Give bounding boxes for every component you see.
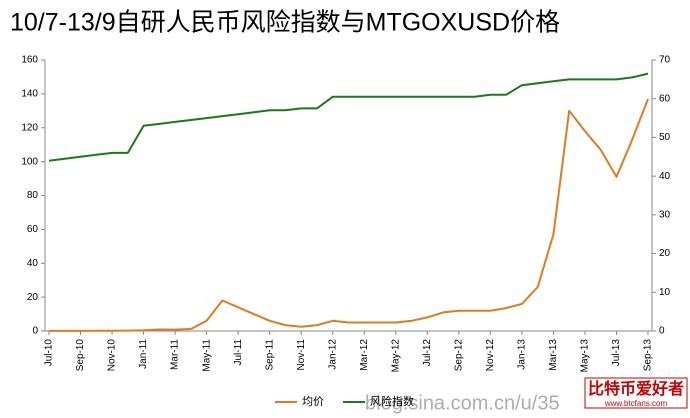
x-tick-label: May-12: [390, 339, 401, 373]
y-tick-label: 80: [27, 190, 39, 201]
x-tick-label: Sep-12: [453, 339, 464, 372]
series-line: [49, 98, 649, 332]
x-tick-label: May-13: [580, 339, 591, 373]
y-tick-label: 0: [32, 326, 38, 337]
x-tick-label: Jul-13: [611, 339, 622, 367]
x-tick-label: Sep-13: [643, 339, 654, 372]
y2-tick-label: 30: [659, 209, 671, 220]
x-tick-label: Jul-10: [44, 339, 55, 367]
y-tick-label: 100: [21, 156, 38, 167]
x-tick-label: Jul-12: [422, 339, 433, 367]
x-tick-label: Nov-10: [107, 339, 118, 372]
y2-tick-label: 50: [659, 132, 671, 143]
y-tick-label: 160: [21, 55, 38, 66]
y2-tick-label: 0: [659, 326, 665, 337]
x-tick-label: Nov-11: [296, 339, 307, 371]
x-tick-label: Mar-12: [359, 339, 370, 371]
y2-tick-label: 60: [659, 93, 671, 104]
x-tick-label: May-11: [201, 339, 212, 372]
y-tick-label: 60: [27, 224, 39, 235]
y-tick-label: 140: [21, 89, 38, 100]
x-tick-label: Jan-12: [327, 339, 338, 370]
series-line: [48, 72, 649, 162]
y2-tick-label: 40: [659, 171, 671, 182]
x-tick-label: Sep-11: [264, 339, 275, 371]
y2-tick-label: 20: [659, 248, 671, 259]
chart-title: 10/7-13/9自研人民币风险指数与MTGOXUSD价格: [10, 9, 560, 37]
x-tick-label: Mar-11: [170, 339, 181, 370]
x-tick-label: Nov-12: [485, 339, 496, 372]
y-tick-label: 20: [27, 292, 39, 303]
logo-box: [584, 377, 688, 409]
y-tick-label: 120: [21, 122, 38, 133]
x-tick-label: Jul-11: [233, 339, 244, 366]
x-tick-label: Mar-13: [548, 339, 559, 371]
logo: 比特币爱好者: [588, 379, 684, 398]
legend-label: 风险指数: [370, 394, 414, 408]
legend-label: 均价: [302, 395, 324, 408]
watermark: blog.sina.com.cn/u/35: [365, 392, 560, 414]
x-tick-label: Jan-13: [517, 339, 528, 370]
y2-tick-label: 70: [659, 55, 671, 66]
logo-url: www.btcfans.com: [604, 399, 668, 408]
x-tick-label: Sep-10: [75, 339, 86, 372]
y2-tick-label: 10: [659, 287, 671, 298]
x-tick-label: Jan-11: [138, 339, 149, 369]
y-tick-label: 40: [27, 258, 39, 269]
